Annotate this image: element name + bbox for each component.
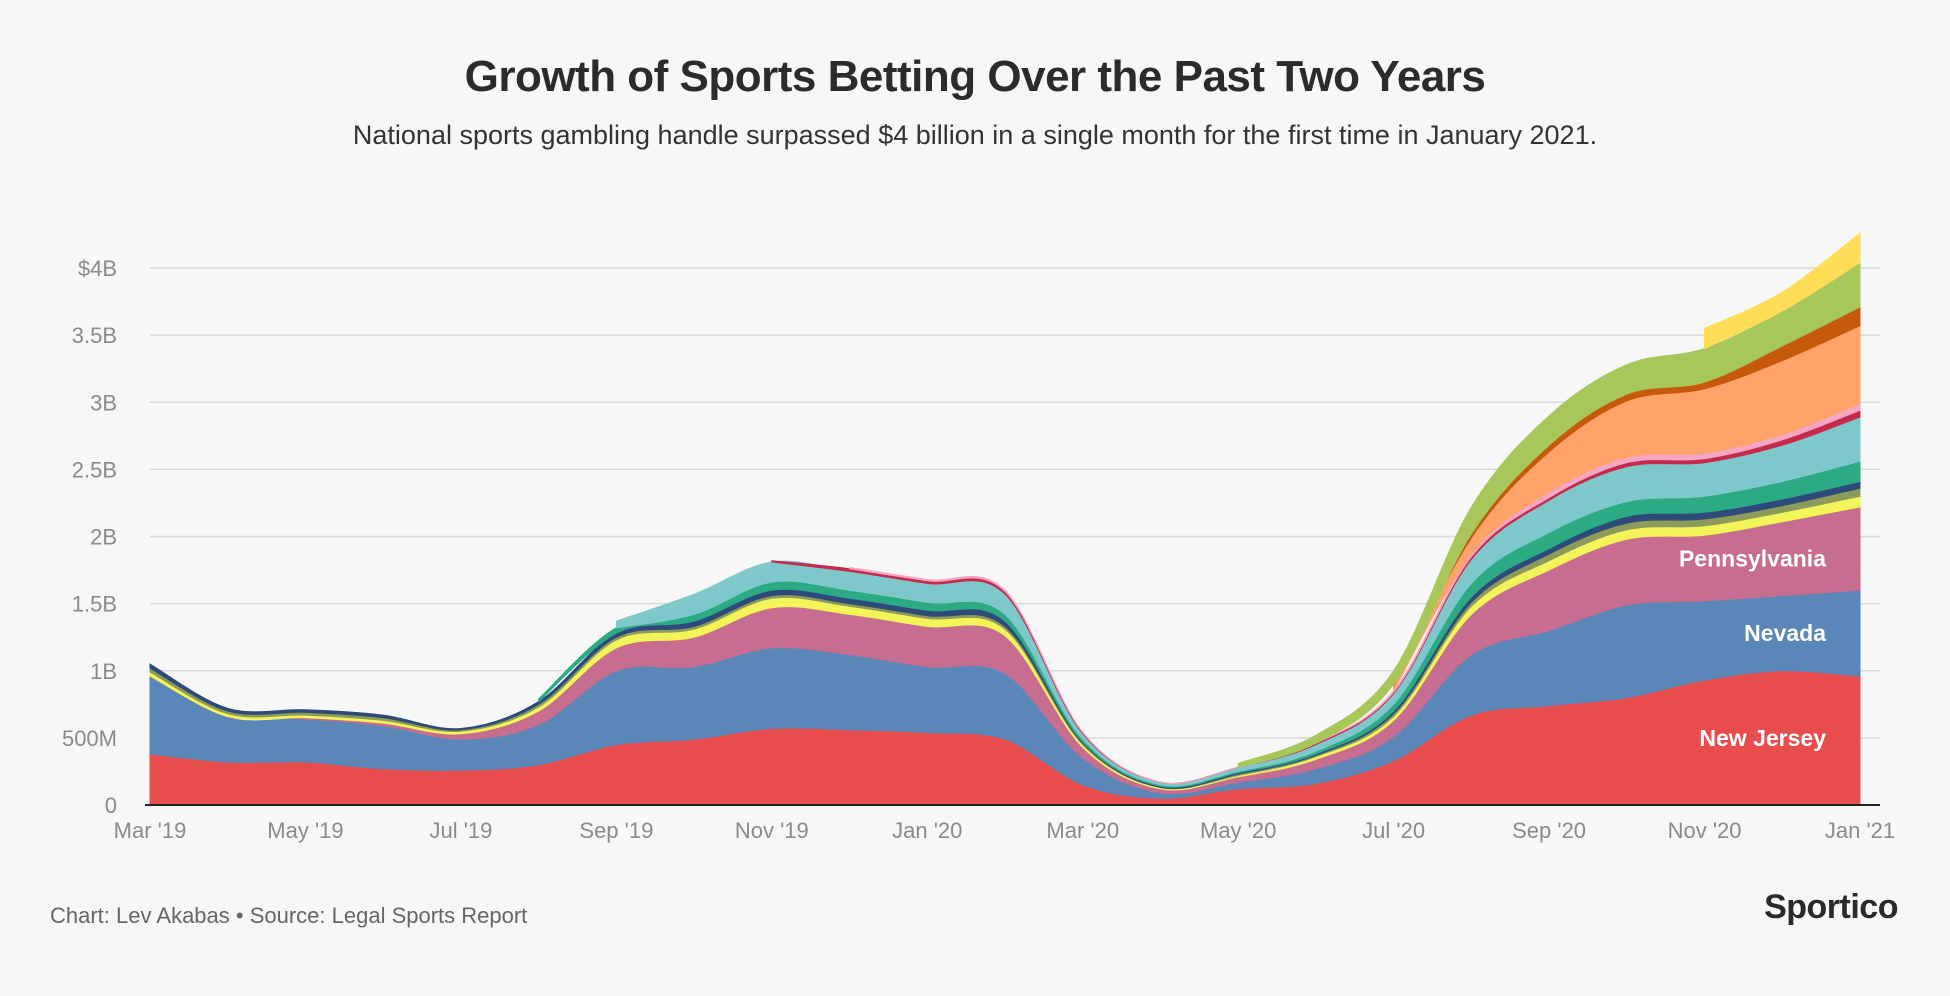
y-tick-label: 2.5B bbox=[72, 457, 117, 482]
x-tick-label: Sep '20 bbox=[1512, 818, 1586, 843]
area-other-state-10 bbox=[1237, 261, 1861, 769]
x-tick-label: Nov '19 bbox=[735, 818, 809, 843]
series-label-new-jersey: New Jersey bbox=[1699, 725, 1826, 751]
x-tick-label: May '19 bbox=[267, 818, 343, 843]
series-label-nevada: Nevada bbox=[1744, 620, 1826, 646]
y-axis-ticks: 0 500M 1B 1.5B 2B 2.5B 3B 3.5B $4B bbox=[62, 256, 117, 818]
y-tick-label: 0 bbox=[105, 793, 117, 818]
x-tick-label: Jan '21 bbox=[1825, 818, 1895, 843]
x-tick-label: Jul '19 bbox=[429, 818, 492, 843]
x-tick-label: May '20 bbox=[1200, 818, 1276, 843]
chart-subtitle: National sports gambling handle surpasse… bbox=[352, 120, 1598, 150]
x-axis-ticks: Mar '19 May '19 Jul '19 Sep '19 Nov '19 Jan '… bbox=[114, 818, 1895, 843]
y-tick-label: 1.5B bbox=[72, 592, 117, 617]
x-tick-label: Mar '20 bbox=[1046, 818, 1119, 843]
y-tick-label: 2B bbox=[90, 525, 117, 550]
y-tick-label: 500M bbox=[62, 726, 117, 751]
y-tick-label: 1B bbox=[90, 659, 117, 684]
sportico-logo[interactable]: Sportico bbox=[1764, 888, 1898, 926]
series-areas bbox=[149, 232, 1861, 806]
x-tick-label: Sep '19 bbox=[579, 818, 653, 843]
y-tick-label: $4B bbox=[78, 256, 117, 281]
y-tick-label: 3.5B bbox=[72, 323, 117, 348]
x-tick-label: Mar '19 bbox=[114, 818, 187, 843]
series-labels: New Jersey Nevada Pennsylvania bbox=[1679, 546, 1826, 751]
x-tick-label: Nov '20 bbox=[1668, 818, 1742, 843]
series-label-pennsylvania: Pennsylvania bbox=[1679, 546, 1826, 572]
chart-title: Growth of Sports Betting Over the Past T… bbox=[464, 52, 1486, 101]
area-other-state-11 bbox=[1704, 232, 1861, 350]
x-tick-label: Jan '20 bbox=[892, 818, 962, 843]
source-credit: Chart: Lev Akabas • Source: Legal Sports… bbox=[50, 903, 528, 928]
x-tick-label: Jul '20 bbox=[1362, 818, 1425, 843]
y-tick-label: 3B bbox=[90, 390, 117, 415]
